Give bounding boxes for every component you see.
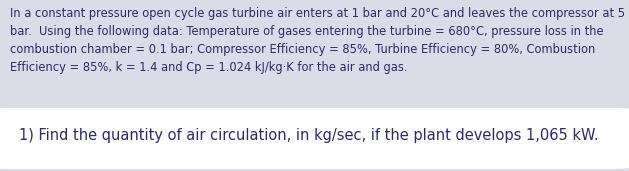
FancyBboxPatch shape bbox=[0, 108, 629, 169]
Text: 1) Find the quantity of air circulation, in kg/sec, if the plant develops 1,065 : 1) Find the quantity of air circulation,… bbox=[19, 128, 599, 143]
Text: In a constant pressure open cycle gas turbine air enters at 1 bar and 20°C and l: In a constant pressure open cycle gas tu… bbox=[10, 7, 625, 74]
